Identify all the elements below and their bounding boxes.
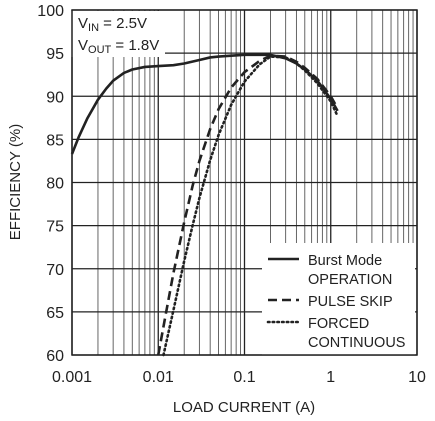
y-tick-label: 65 (46, 305, 64, 322)
y-tick-label: 70 (46, 262, 64, 279)
pulse-skip-line (156, 54, 339, 356)
x-tick-label: 10 (408, 369, 426, 386)
y-tick-label: 95 (46, 46, 64, 63)
forced-continuous-line (162, 55, 339, 357)
legend-label-burst-1: Burst Mode (308, 253, 382, 269)
tick-labels: 0.001 0.01 0.1 1 10 60 65 70 75 80 85 90 95 100 (37, 3, 426, 386)
legend-label-pulse: PULSE SKIP (308, 294, 393, 310)
y-tick-label: 85 (46, 132, 64, 149)
y-tick-label: 100 (37, 3, 64, 20)
vout-annotation: VOUT = 1.8V (78, 37, 159, 56)
x-tick-label: 0.001 (52, 369, 92, 386)
vin-annotation: VIN = 2.5V (78, 15, 147, 34)
plot-frame (71, 9, 418, 356)
x-tick-label: 0.01 (143, 369, 174, 386)
annotation-box (71, 11, 165, 57)
x-tick-label: 1 (326, 369, 335, 386)
legend-label-forced-1: FORCED (308, 316, 369, 332)
y-tick-label: 80 (46, 176, 64, 193)
y-axis-title: EFFICIENCY (%) (7, 124, 24, 240)
x-tick-label: 0.1 (233, 369, 255, 386)
legend-label-forced-2: CONTINUOUS (308, 335, 405, 351)
y-tick-label: 75 (46, 219, 64, 236)
x-axis-title: LOAD CURRENT (A) (173, 399, 315, 416)
legend: Burst Mode OPERATION PULSE SKIP FORCED C… (262, 243, 415, 355)
y-tick-label: 60 (46, 348, 64, 365)
series-lines (70, 53, 339, 357)
legend-label-burst-2: OPERATION (308, 272, 392, 288)
y-tick-label: 90 (46, 89, 64, 106)
